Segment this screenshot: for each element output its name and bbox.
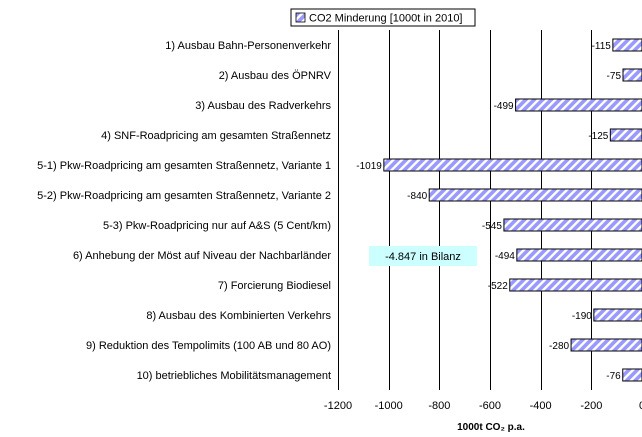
bar-value-label: -522 bbox=[488, 281, 508, 292]
bar-value-label: -840 bbox=[407, 191, 427, 202]
x-tick-label: -200 bbox=[580, 400, 602, 412]
legend-swatch bbox=[295, 12, 306, 23]
legend-label: CO2 Minderung [1000t in 2010] bbox=[309, 13, 463, 25]
x-axis-title: 1000t CO₂ p.a. bbox=[457, 422, 525, 433]
legend: CO2 Minderung [1000t in 2010] bbox=[290, 8, 476, 27]
legend-box bbox=[290, 8, 476, 27]
bar-value-label: -190 bbox=[572, 311, 592, 322]
bar bbox=[593, 308, 642, 322]
value-labels: -115 -75 -499 -125 -1019 -840 -545 -494 -522 -190… bbox=[356, 41, 621, 382]
category-label: 5-1) Pkw-Roadpricing am gesamten Straßen… bbox=[37, 160, 331, 172]
bar bbox=[612, 38, 642, 52]
x-tick-label: -600 bbox=[479, 400, 501, 412]
category-label: 9) Reduktion des Tempolimits (100 AB und… bbox=[86, 340, 331, 352]
category-label: 5-3) Pkw-Roadpricing nur auf A&S (5 Cent… bbox=[103, 220, 331, 232]
bar bbox=[515, 98, 642, 112]
bar bbox=[622, 368, 642, 382]
category-label: 7) Forcierung Biodiesel bbox=[218, 280, 331, 292]
bar-value-label: -280 bbox=[549, 341, 569, 352]
bar bbox=[383, 158, 642, 172]
x-axis: -1200 -1000 -800 -600 -400 -200 0 bbox=[324, 400, 642, 412]
bar bbox=[516, 248, 642, 262]
bar-value-label: -76 bbox=[606, 371, 621, 382]
bar bbox=[570, 338, 642, 352]
category-label: 8) Ausbau des Kombinierten Verkehrs bbox=[146, 310, 331, 322]
bar bbox=[609, 128, 642, 142]
bar-value-label: -115 bbox=[592, 41, 612, 52]
bar bbox=[428, 188, 642, 202]
annotation: -4.847 in Bilanz bbox=[369, 246, 477, 266]
bar bbox=[503, 218, 642, 232]
category-label: 3) Ausbau des Radverkehrs bbox=[195, 100, 331, 112]
category-label: 10) betriebliches Mobilitätsmanagement bbox=[137, 370, 331, 382]
x-tick-label: -1200 bbox=[324, 400, 352, 412]
x-tick-label: -400 bbox=[530, 400, 552, 412]
bars bbox=[383, 38, 642, 382]
gridlines bbox=[338, 30, 592, 390]
bar-value-label: -499 bbox=[494, 101, 514, 112]
category-label: 4) SNF-Roadpricing am gesamten Straßenne… bbox=[101, 130, 331, 142]
bar bbox=[622, 68, 642, 82]
category-label: 6) Anhebung der Möst auf Niveau der Nach… bbox=[73, 250, 331, 262]
category-label: 2) Ausbau des ÖPNRV bbox=[219, 70, 332, 82]
bar-value-label: -494 bbox=[495, 251, 515, 262]
x-tick-label: 0 bbox=[639, 400, 642, 412]
category-labels: 1) Ausbau Bahn-Personenverkehr 2) Ausbau … bbox=[37, 40, 332, 382]
annotation-text: -4.847 in Bilanz bbox=[385, 251, 461, 263]
bar-value-label: -1019 bbox=[356, 161, 382, 172]
bar-value-label: -125 bbox=[588, 131, 608, 142]
bar-value-label: -545 bbox=[482, 221, 502, 232]
bar-value-label: -75 bbox=[607, 71, 622, 82]
x-tick-label: -800 bbox=[428, 400, 450, 412]
x-tick-label: -1000 bbox=[375, 400, 403, 412]
category-label: 1) Ausbau Bahn-Personenverkehr bbox=[165, 40, 331, 52]
category-label: 5-2) Pkw-Roadpricing am gesamten Straßen… bbox=[37, 190, 331, 202]
annotation-box bbox=[369, 246, 477, 266]
bar bbox=[509, 278, 642, 292]
